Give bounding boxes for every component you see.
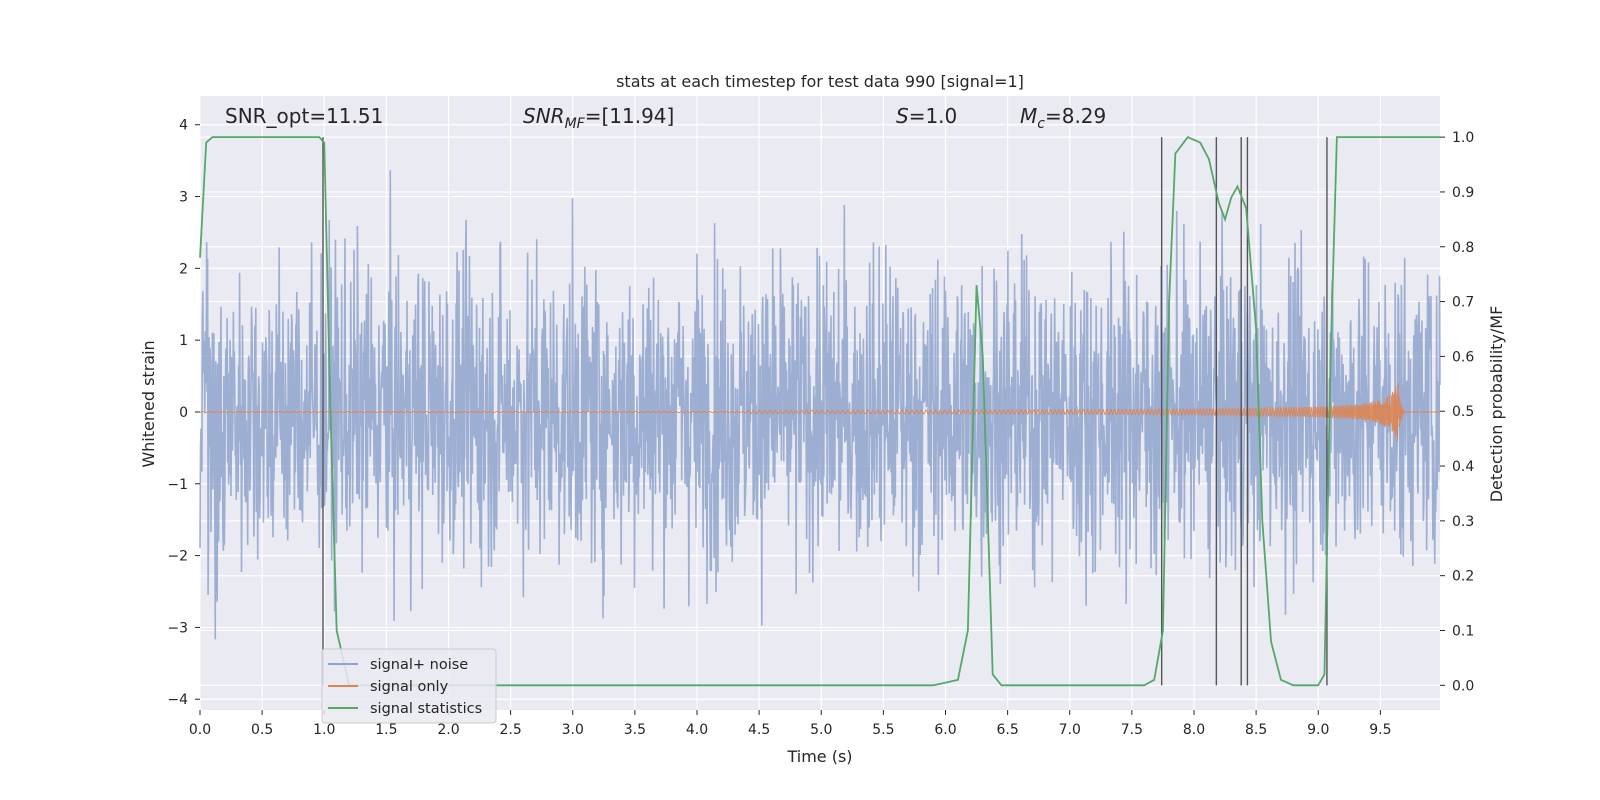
x-tick-label: 5.0 <box>810 722 832 738</box>
y-left-axis-label: Whitened strain <box>139 340 158 467</box>
x-tick-label: 5.5 <box>872 722 894 738</box>
y-right-tick-label: 0.4 <box>1452 459 1474 475</box>
x-axis-ticks: 0.0 0.5 1.0 1.5 2.0 2.5 3.0 3.5 4.0 4.5 5.0 5.5 6.0 6… <box>189 710 1391 738</box>
legend: signal+ noise signal only signal statist… <box>321 648 497 724</box>
y-right-tick-label: 0.5 <box>1452 404 1474 420</box>
y-left-tick-label: 3 <box>179 190 188 206</box>
y-left-tick-label: 1 <box>179 333 188 349</box>
y-left-tick-label: 4 <box>179 118 188 134</box>
y-right-tick-label: 0.7 <box>1452 295 1474 311</box>
legend-label-signal-statistics: signal statistics <box>370 701 482 717</box>
y-right-tick-label: 0.1 <box>1452 624 1474 640</box>
y-left-tick-label: 2 <box>179 261 188 277</box>
legend-label-signal-only: signal only <box>370 679 449 695</box>
x-tick-label: 3.5 <box>624 722 646 738</box>
x-tick-label: 2.5 <box>499 722 521 738</box>
x-tick-label: 4.5 <box>748 722 770 738</box>
x-tick-label: 8.5 <box>1245 722 1267 738</box>
x-tick-label: 6.5 <box>996 722 1018 738</box>
annotation-s: S=1.0 <box>896 104 957 128</box>
y-right-tick-label: 0.6 <box>1452 349 1474 365</box>
annotation-mc: Mc=8.29 <box>1020 104 1106 132</box>
series-signal-statistics-line <box>199 136 1440 687</box>
y-left-tick-label: −4 <box>167 692 188 708</box>
x-tick-label: 1.5 <box>375 722 397 738</box>
x-axis-label: Time (s) <box>786 747 852 766</box>
y-right-tick-label: 1.0 <box>1452 130 1474 146</box>
x-tick-label: 3.0 <box>562 722 584 738</box>
y-left-axis-ticks: 4 3 2 1 0 −1 −2 −3 −4 <box>167 118 200 708</box>
y-right-tick-label: 0.2 <box>1452 569 1474 585</box>
x-tick-label: 9.5 <box>1369 722 1391 738</box>
y-right-axis-label: Detection probability/MF <box>1487 306 1506 503</box>
y-right-tick-label: 0.8 <box>1452 240 1474 256</box>
signal-only-trace <box>199 382 1440 443</box>
x-tick-label: 9.0 <box>1307 722 1329 738</box>
y-left-tick-label: 0 <box>179 405 188 421</box>
y-left-tick-label: −3 <box>167 620 188 636</box>
annotation-snr-mf: SNRMF=[11.94] <box>523 104 674 132</box>
legend-label-signal-noise: signal+ noise <box>370 657 468 673</box>
x-tick-label: 7.5 <box>1121 722 1143 738</box>
x-tick-label: 4.0 <box>686 722 708 738</box>
legend-box <box>321 648 497 724</box>
chart-title: stats at each timestep for test data 990… <box>616 72 1024 91</box>
vertical-markers <box>322 137 1328 686</box>
x-tick-label: 6.0 <box>934 722 956 738</box>
y-left-tick-label: −2 <box>167 549 188 565</box>
x-tick-label: 7.0 <box>1059 722 1081 738</box>
x-tick-label: 0.0 <box>189 722 211 738</box>
x-tick-label: 1.0 <box>313 722 335 738</box>
annotation-snr-opt: SNR_opt=11.51 <box>225 104 383 128</box>
y-right-tick-label: 0.0 <box>1452 678 1474 694</box>
y-left-tick-label: −1 <box>167 477 188 493</box>
x-tick-label: 2.0 <box>437 722 459 738</box>
x-tick-label: 0.5 <box>251 722 273 738</box>
y-right-tick-label: 0.9 <box>1452 185 1474 201</box>
y-right-tick-label: 0.3 <box>1452 514 1474 530</box>
x-tick-label: 8.0 <box>1183 722 1205 738</box>
y-right-axis-ticks: 1.0 0.9 0.8 0.7 0.6 0.5 0.4 0.3 0.2 0.1 0.0 <box>1440 130 1474 694</box>
series-signal-only <box>199 382 1440 443</box>
